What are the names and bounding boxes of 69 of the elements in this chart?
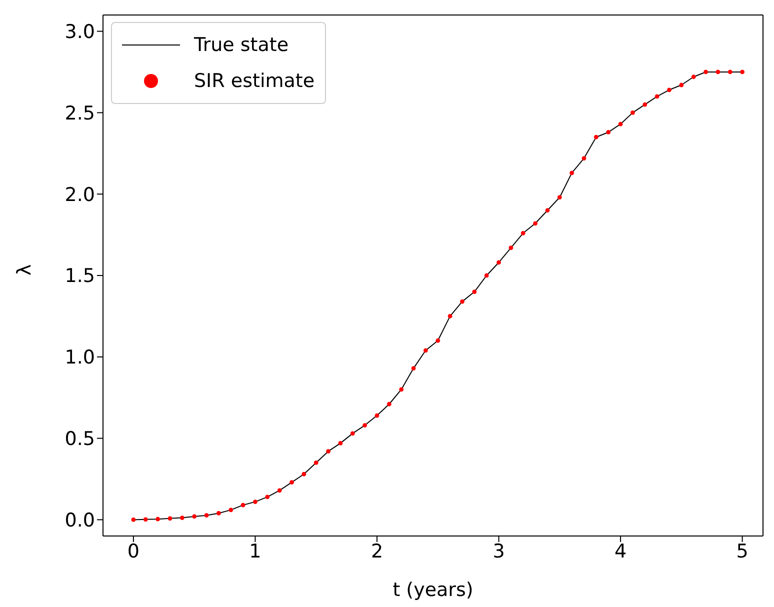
x-tick-label: 4: [614, 540, 627, 562]
x-tick-label: 5: [736, 540, 748, 562]
point: [228, 508, 234, 512]
point: [472, 290, 477, 294]
line-series: [132, 71, 743, 520]
legend-label: True state: [194, 33, 289, 58]
point: [594, 134, 598, 140]
point: [362, 423, 368, 428]
point: [496, 260, 501, 265]
y-tick-label: 2.5: [64, 102, 95, 124]
point: [691, 74, 696, 80]
point: [350, 431, 355, 436]
point: [156, 516, 160, 522]
point: [240, 502, 246, 508]
point: [679, 82, 684, 88]
point: [338, 440, 343, 446]
x-tick-label: 0: [127, 540, 140, 562]
point: [740, 70, 744, 74]
point: [630, 110, 635, 115]
point: [642, 102, 648, 107]
y-tick-label: 1.0: [64, 346, 95, 369]
point: [143, 517, 148, 522]
point: [654, 94, 660, 99]
y-tick-label: 2.0: [64, 184, 95, 206]
point: [253, 500, 258, 504]
point: [460, 299, 464, 304]
point: [704, 70, 708, 74]
point: [667, 88, 672, 92]
point: [131, 518, 136, 522]
point: [716, 70, 720, 74]
point: [399, 387, 404, 392]
point: [277, 488, 282, 493]
point: [216, 511, 221, 516]
point: [386, 402, 392, 406]
point: [411, 366, 416, 371]
point: [570, 170, 574, 176]
point: [728, 70, 732, 74]
point: [533, 221, 538, 226]
point: [520, 230, 526, 236]
y-tick-label: 0.5: [64, 428, 95, 450]
point: [582, 156, 586, 160]
point: [545, 208, 550, 213]
point: [448, 314, 452, 318]
legend-label: SIR estimate: [194, 69, 315, 94]
point: [374, 413, 380, 418]
y-tick-label: 1.5: [64, 265, 95, 288]
point: [265, 494, 270, 500]
point: [302, 472, 306, 476]
point: [606, 130, 611, 134]
point: [508, 246, 514, 250]
y-tick-label: 0.0: [64, 509, 95, 532]
point: [168, 516, 172, 521]
point: [204, 513, 209, 518]
point: [192, 514, 197, 519]
x-axis-title: t (years): [392, 579, 474, 601]
point: [290, 480, 294, 484]
x-tick-label: 3: [492, 540, 505, 562]
y-axis-title: λ: [14, 264, 36, 276]
point: [557, 195, 562, 200]
x-tick-label: 2: [370, 540, 384, 562]
point: [180, 516, 184, 520]
point: [314, 460, 318, 465]
y-tick-label: 3.0: [64, 21, 95, 44]
point: [326, 449, 330, 454]
point: [423, 348, 428, 353]
point: [436, 338, 440, 343]
x-tick-label: 1: [249, 540, 262, 562]
point: [484, 273, 489, 278]
point: [618, 122, 623, 126]
